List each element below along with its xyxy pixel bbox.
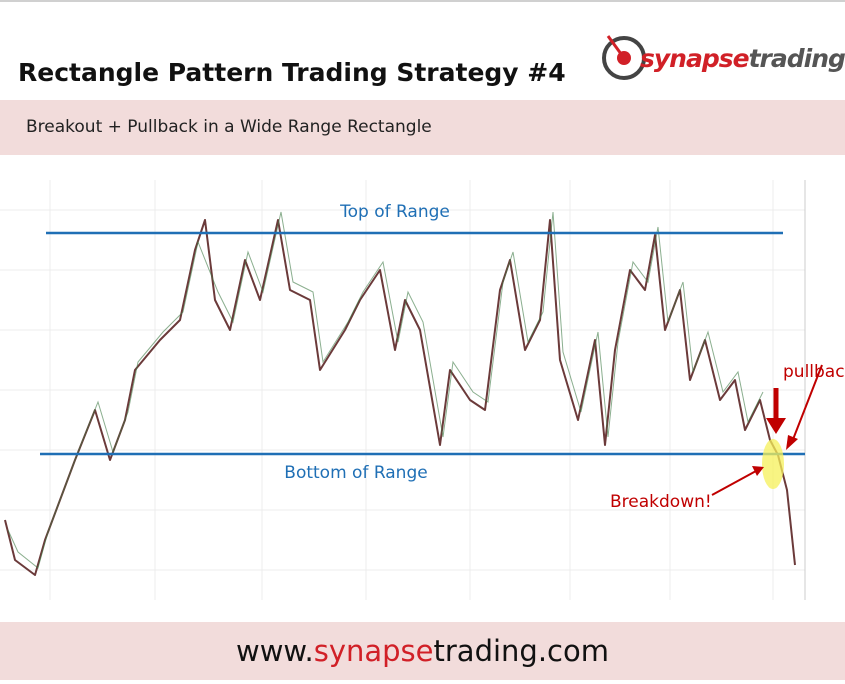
pullback-label: pullback (783, 362, 845, 382)
title: Rectangle Pattern Trading Strategy #4 (18, 58, 566, 87)
logo: synapsetrading (600, 28, 845, 88)
footer-prefix: www. (236, 634, 314, 668)
pullback-pointer (791, 364, 823, 443)
top-label: Top of Range (339, 202, 450, 222)
logo-text: synapsetrading (640, 44, 845, 73)
breakdown-pointer (711, 470, 757, 496)
footer-band: www.synapsetrading.com (0, 622, 845, 680)
pullback-arrowhead (766, 418, 786, 434)
logo-ring (602, 36, 646, 80)
footer-url: www.synapsetrading.com (0, 634, 845, 668)
bottom-label: Bottom of Range (284, 463, 427, 483)
top-border (0, 0, 845, 2)
highlight (762, 439, 784, 489)
footer-suffix: trading.com (433, 634, 609, 668)
breakdown-pointer-head (752, 466, 764, 476)
logo-part2: trading (748, 44, 845, 73)
price-wicks (7, 211, 764, 569)
footer-highlight: synapse (313, 634, 434, 668)
breakdown-label: Breakdown! (610, 492, 712, 512)
chart-image: Top of Range Bottom of Range pullback Br… (0, 180, 845, 600)
subtitle-band: Breakout + Pullback in a Wide Range Rect… (0, 100, 845, 155)
logo-icon (602, 35, 646, 80)
pullback-pointer-head (786, 435, 798, 450)
subtitle: Breakout + Pullback in a Wide Range Rect… (26, 117, 432, 137)
logo-part1: synapse (640, 44, 750, 73)
grid (0, 180, 806, 600)
logo-needle (606, 35, 626, 59)
price-line (4, 219, 796, 576)
